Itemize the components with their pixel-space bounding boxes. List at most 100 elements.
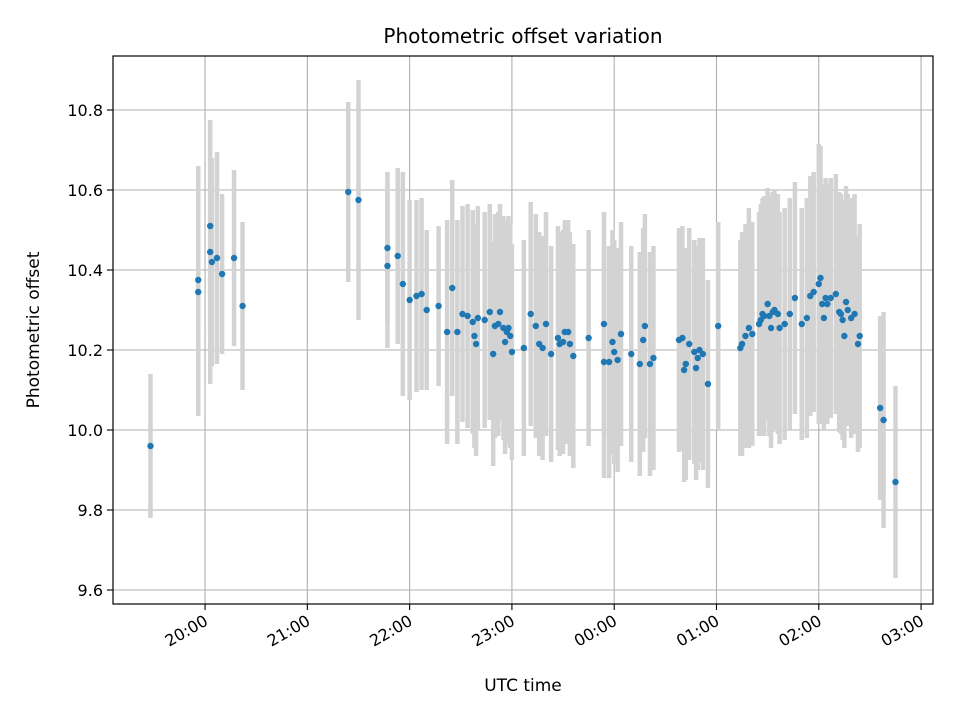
data-point	[803, 314, 811, 322]
data-point	[892, 478, 899, 486]
data-point	[679, 334, 686, 342]
y-axis-label: Photometric offset	[24, 251, 44, 408]
data-point	[418, 290, 425, 298]
data-point	[218, 270, 226, 278]
data-point	[694, 354, 701, 362]
data-point	[539, 344, 546, 352]
data-point	[195, 276, 202, 284]
data-point	[600, 358, 608, 366]
data-point	[527, 310, 534, 318]
data-point	[680, 366, 688, 374]
data-point	[239, 302, 246, 310]
data-point	[355, 196, 362, 204]
x-tick-label: 00:00	[571, 611, 620, 651]
data-point	[399, 280, 407, 288]
data-point	[464, 312, 471, 320]
data-point	[435, 302, 442, 310]
data-point	[839, 316, 846, 324]
data-point	[454, 328, 461, 336]
data-point	[481, 316, 488, 324]
data-point	[230, 254, 238, 262]
data-point	[704, 380, 712, 388]
data-point	[636, 360, 643, 368]
y-tick-label: 10.2	[67, 341, 103, 360]
data-point	[650, 354, 657, 362]
data-point	[611, 348, 618, 356]
data-point	[692, 364, 700, 372]
data-point	[818, 300, 826, 308]
chart-title: Photometric offset variation	[383, 24, 662, 48]
data-point	[213, 254, 221, 262]
x-axis-ticks: 20:00 21:00 22:00 23:00 00:00 01:00 02:00 03:00	[162, 604, 927, 651]
data-point	[532, 322, 539, 330]
data-point	[423, 306, 430, 314]
data-point	[609, 338, 616, 346]
y-tick-label: 10.4	[67, 261, 103, 280]
plot-frame	[112, 55, 934, 605]
data-point	[646, 360, 654, 368]
data-point	[682, 360, 690, 368]
data-point	[459, 310, 466, 318]
data-point	[600, 320, 608, 328]
data-point	[749, 330, 756, 338]
data-point	[206, 248, 214, 256]
data-point	[699, 350, 707, 358]
data-points	[147, 188, 899, 486]
data-point	[810, 288, 817, 296]
data-point	[798, 320, 805, 328]
data-point	[854, 340, 862, 348]
x-tick-label: 23:00	[468, 611, 517, 651]
data-point	[559, 338, 567, 346]
data-point	[815, 280, 822, 288]
data-point	[639, 336, 647, 344]
data-point	[384, 244, 391, 252]
data-point	[564, 328, 572, 336]
data-point	[384, 262, 391, 270]
data-point	[851, 310, 858, 318]
data-point	[496, 308, 504, 316]
data-point	[206, 222, 214, 230]
data-point	[738, 340, 746, 348]
y-axis-ticks: 9.6 9.8 10.0 10.2 10.4 10.6 10.8	[67, 101, 113, 600]
data-point	[147, 442, 154, 450]
data-point	[817, 274, 824, 282]
y-tick-label: 9.8	[78, 501, 103, 520]
data-point	[195, 288, 202, 296]
data-point	[489, 350, 497, 358]
x-tick-label: 02:00	[775, 611, 824, 651]
data-point	[605, 358, 613, 366]
data-point	[781, 320, 788, 328]
data-point	[449, 284, 456, 292]
data-point	[413, 292, 420, 300]
data-point	[827, 294, 834, 302]
x-tick-label: 22:00	[366, 611, 415, 651]
data-point	[585, 334, 592, 342]
data-point	[406, 296, 413, 304]
data-point	[824, 300, 831, 308]
data-point	[764, 300, 771, 308]
data-point	[208, 258, 216, 266]
data-point	[856, 332, 863, 340]
y-tick-label: 10.6	[67, 181, 103, 200]
data-point	[472, 340, 480, 348]
x-tick-label: 20:00	[162, 611, 211, 651]
data-point	[628, 350, 635, 358]
data-point	[761, 312, 768, 320]
data-point	[880, 416, 887, 424]
data-point	[495, 320, 502, 328]
data-point	[832, 290, 840, 298]
data-point	[345, 188, 352, 196]
data-point	[501, 338, 509, 346]
data-point	[776, 324, 783, 332]
x-tick-label: 21:00	[264, 611, 313, 651]
data-point	[474, 314, 482, 322]
x-tick-label: 01:00	[673, 611, 722, 651]
data-point	[691, 348, 698, 356]
data-point	[614, 356, 621, 364]
data-point	[505, 324, 512, 332]
x-tick-label: 03:00	[878, 611, 927, 651]
data-point	[617, 330, 625, 338]
data-point	[841, 332, 848, 340]
data-point	[542, 320, 550, 328]
data-point	[641, 322, 649, 330]
